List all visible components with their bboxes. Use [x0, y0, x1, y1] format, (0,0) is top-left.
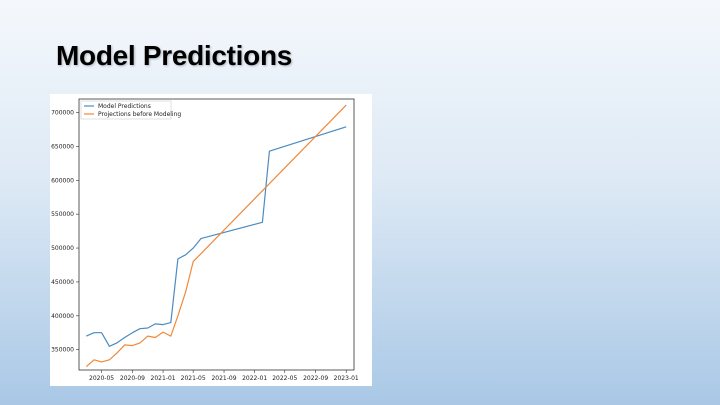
x-tick-label: 2023-01	[334, 375, 359, 382]
y-tick-label: 600000	[51, 177, 74, 184]
y-tick-label: 500000	[51, 245, 74, 252]
y-tick-label: 650000	[51, 143, 74, 150]
series-line-projections-before-modeling	[85, 104, 347, 368]
legend-box	[80, 100, 172, 120]
x-tick-label: 2020-05	[89, 375, 114, 382]
x-tick-label: 2021-09	[211, 375, 236, 382]
legend: Model Predictions Projections before Mod…	[80, 100, 181, 120]
x-tick-label: 2021-01	[151, 375, 176, 382]
y-tick-label: 700000	[51, 110, 74, 117]
slide-title: Model Predictions	[56, 40, 293, 71]
legend-label-model-predictions: Model Predictions	[98, 103, 151, 110]
y-axis: 350000 400000 450000 500000 550000 600000 6500…	[51, 110, 79, 354]
series-line-model-predictions	[86, 126, 347, 347]
x-tick-label: 2020-09	[120, 375, 145, 382]
x-tick-label: 2021-05	[181, 375, 206, 382]
y-tick-label: 450000	[51, 279, 74, 286]
x-tick-label: 2022-05	[272, 375, 297, 382]
series-layer	[85, 104, 347, 368]
line-chart: 350000 400000 450000 500000 550000 600000 6500…	[51, 98, 359, 382]
x-tick-label: 2022-09	[303, 375, 328, 382]
x-tick-label: 2022-01	[242, 375, 267, 382]
y-tick-label: 400000	[51, 313, 74, 320]
chart-card: 350000 400000 450000 500000 550000 600000 6500…	[50, 94, 372, 386]
y-tick-label: 550000	[51, 211, 74, 218]
x-axis: 2020-05 2020-09 2021-01 2021-05 2021-09 2022-…	[89, 370, 359, 382]
y-tick-label: 350000	[51, 347, 74, 354]
legend-label-projections-before-modeling: Projections before Modeling	[98, 111, 181, 118]
